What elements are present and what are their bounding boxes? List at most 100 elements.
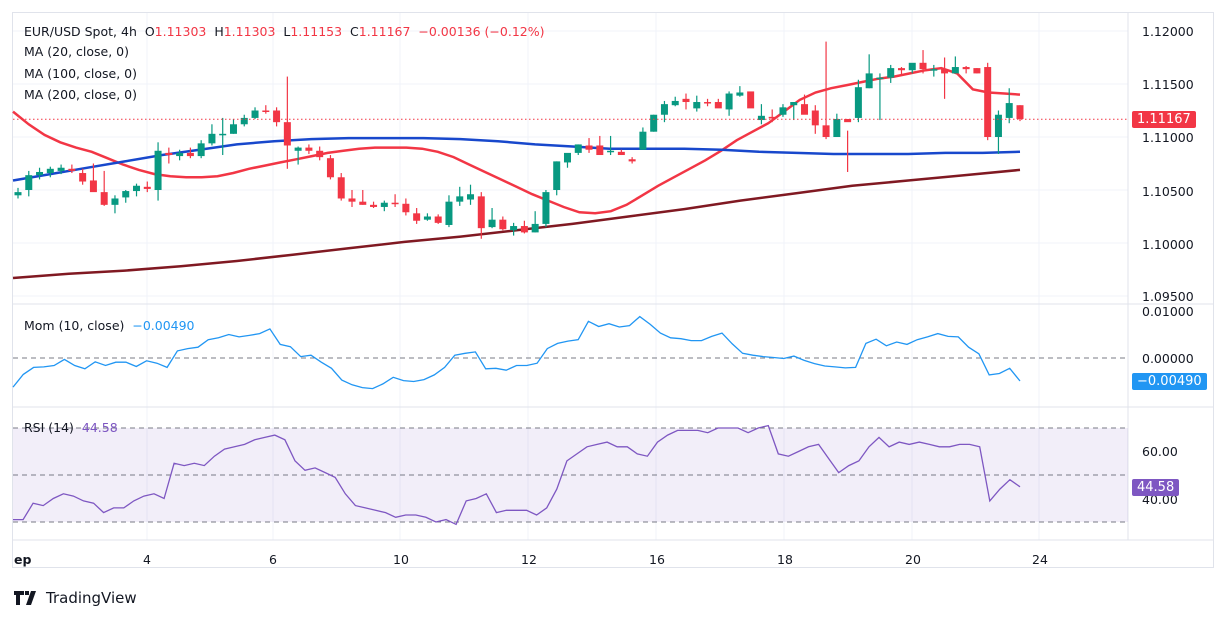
candle xyxy=(456,186,464,206)
candle-body xyxy=(316,150,324,158)
legend-ma200[interactable]: MA (200, close, 0) xyxy=(24,87,137,102)
candle xyxy=(510,222,518,236)
close-value: 1.11167 xyxy=(358,24,411,39)
candle-body xyxy=(930,69,938,71)
candle-body xyxy=(240,117,248,125)
candle-body xyxy=(801,104,809,115)
candle-body xyxy=(693,102,701,109)
legend-ma20[interactable]: MA (20, close, 0) xyxy=(24,44,130,59)
candle xyxy=(994,110,1002,154)
legend-ma100[interactable]: MA (100, close, 0) xyxy=(24,66,137,81)
candle-body xyxy=(682,98,690,103)
rsi-tick: 60.00 xyxy=(1142,444,1178,459)
close-label: C xyxy=(350,24,359,39)
candle xyxy=(100,170,108,206)
ma20-line xyxy=(12,66,1021,215)
candle-body xyxy=(714,102,722,109)
last-price-tag: 1.11167 xyxy=(1132,111,1196,128)
candle xyxy=(887,64,895,83)
legend-rsi[interactable]: RSI (14) 44.58 xyxy=(24,420,118,435)
candle xyxy=(413,208,421,224)
candle-body xyxy=(747,91,755,109)
mom-tick: 0.00000 xyxy=(1142,351,1194,366)
candle-body xyxy=(844,118,852,123)
mom-label: Mom (10, close) xyxy=(24,318,125,333)
x-tick: 20 xyxy=(905,552,921,567)
candle xyxy=(240,114,248,127)
candle xyxy=(1005,88,1013,124)
ma200-line xyxy=(12,168,1021,280)
candle xyxy=(445,195,453,228)
candle-body xyxy=(574,144,582,153)
candle xyxy=(941,57,949,99)
candle xyxy=(25,170,33,197)
candle-body xyxy=(391,202,399,205)
candle-body xyxy=(962,67,970,70)
candle xyxy=(801,94,809,115)
candle xyxy=(380,200,388,212)
candle-body xyxy=(229,124,237,134)
candle-body xyxy=(294,147,302,151)
candle xyxy=(617,149,625,156)
candle xyxy=(671,96,679,107)
candle xyxy=(919,50,927,74)
legend-momentum[interactable]: Mom (10, close) −0.00490 xyxy=(24,318,195,333)
candle xyxy=(499,216,507,231)
candle xyxy=(757,104,765,125)
candle-body xyxy=(89,180,97,193)
candle xyxy=(520,220,528,234)
candle xyxy=(46,166,54,178)
candle-body xyxy=(262,110,270,112)
candle xyxy=(122,190,130,203)
candle-body xyxy=(402,203,410,213)
candle xyxy=(316,146,324,161)
tradingview-brand[interactable]: TradingView xyxy=(14,589,137,607)
candle xyxy=(693,95,701,112)
candle-body xyxy=(660,104,668,115)
candle-body xyxy=(46,168,54,174)
candle xyxy=(768,109,776,123)
candle-body xyxy=(757,115,765,121)
symbol-label[interactable]: EUR/USD Spot, 4h xyxy=(24,24,137,39)
candle xyxy=(930,64,938,77)
candle-body xyxy=(984,67,992,137)
candle xyxy=(305,144,313,154)
candle xyxy=(219,117,227,156)
candle xyxy=(89,163,97,193)
candle xyxy=(962,65,970,74)
candle xyxy=(563,152,571,168)
candle xyxy=(111,195,119,214)
price-tick: 1.10000 xyxy=(1142,237,1194,252)
candle xyxy=(391,194,399,207)
price-tick: 1.12000 xyxy=(1142,24,1194,39)
candle-body xyxy=(165,152,173,156)
candle-body xyxy=(768,116,776,119)
ma100-line xyxy=(12,136,1021,182)
candle xyxy=(402,198,410,216)
low-label: L xyxy=(283,24,291,39)
candle-body xyxy=(143,186,151,189)
candle-body xyxy=(994,114,1002,137)
candle-body xyxy=(154,150,162,190)
candle xyxy=(434,214,442,224)
candle-body xyxy=(607,150,615,153)
candle xyxy=(165,147,173,164)
candle xyxy=(423,213,431,221)
candle-body xyxy=(251,110,259,118)
grid xyxy=(13,13,1213,541)
candle-body xyxy=(628,159,636,162)
candle-body xyxy=(370,204,378,207)
candle xyxy=(133,183,141,197)
candle xyxy=(854,79,862,123)
candle-body xyxy=(725,93,733,110)
candle-body xyxy=(122,191,130,198)
candle xyxy=(790,102,798,121)
price-tick: 1.11500 xyxy=(1142,77,1194,92)
candle xyxy=(779,104,787,117)
candle-body xyxy=(79,173,87,182)
x-tick: 24 xyxy=(1032,552,1048,567)
candle xyxy=(359,190,367,205)
candle xyxy=(811,105,819,134)
candle xyxy=(607,135,615,156)
